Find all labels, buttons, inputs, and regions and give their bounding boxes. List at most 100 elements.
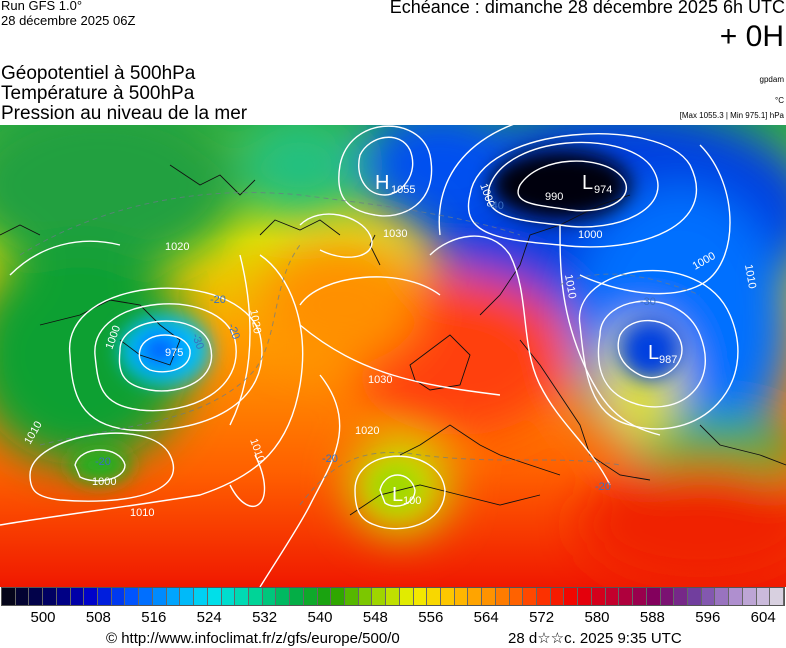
colorbar-tick-label: 588 [639,609,665,626]
title-pressure: Pression au niveau de la mer [1,103,248,124]
colorbar-tick-label: 572 [529,609,555,626]
colorbar-cell [619,588,634,605]
colorbar-cell [715,588,730,605]
colorbar-cell [29,588,44,605]
colorbar-cell [578,588,592,605]
low-center-value: 975 [165,347,183,359]
colorbar-cell [495,588,510,605]
weather-map: H 1055 L 974 975 L 987 L 100 1000 990 10… [0,125,786,587]
low-center-label: L [392,484,403,506]
colorbar-cell [605,588,620,605]
colorbar-cell [674,588,688,605]
colorbar-tick-label: 580 [584,609,610,626]
colorbar-cell [166,588,181,605]
temperature-label: -20 [95,456,111,468]
colorbar-cell [441,588,455,605]
colorbar-cell [152,588,167,605]
colorbar-cell [331,588,345,605]
colorbar-cell [43,588,57,605]
title-geopotential: Géopotentiel à 500hPa [1,63,196,84]
colorbar-cell [56,588,71,605]
colorbar-tick-label: 532 [252,609,278,626]
colorbar-cell [756,588,771,605]
run-date: 28 décembre 2025 06Z [1,13,136,28]
colorbar-cell [290,588,304,605]
unit-geopotential: gpdam [759,75,784,84]
colorbar-cell [84,588,99,605]
colorbar-cell [646,588,661,605]
colorbar-cell [427,588,441,605]
isobar-label: 1010 [130,507,154,519]
colorbar-cell [591,588,606,605]
low-center-label: L [648,342,659,364]
colorbar-cell [276,588,291,605]
isobar-label: 1000 [578,229,602,241]
colorbar-cell [413,588,428,605]
isobar-label: 1010 [742,263,758,289]
colorbar-cell [509,588,524,605]
title-temperature: Température à 500hPa [1,83,195,104]
colorbar-cell [235,588,249,605]
colorbar-cell [523,588,538,605]
colorbar-tick-label: 524 [196,609,222,626]
colorbar-cell [633,588,647,605]
isobar-label: 1020 [247,308,263,334]
isobar-label: 1010 [562,273,578,299]
colorbar-cell [2,588,16,605]
colorbar-cell [372,588,387,605]
high-center-value: 1055 [391,184,415,196]
low-center-label: L [582,172,593,194]
temperature-label: -20 [210,294,226,306]
colorbar-cell [770,588,784,605]
colorbar-cell [15,588,30,605]
colorbar-cell [564,588,579,605]
lead-time: + 0H [719,20,784,53]
colorbar-cell [317,588,332,605]
temperature-label: -30 [640,296,656,308]
isobar-label: 1020 [165,241,189,253]
colorbar-tick-label: 564 [473,609,499,626]
geopotential-colorbar [1,587,785,606]
isobar-label: 1030 [383,228,407,240]
colorbar-cell [729,588,743,605]
source-credit: © http://www.infoclimat.fr/z/gfs/europe/… [106,630,400,647]
colorbar-cell [386,588,400,605]
colorbar-cell [550,588,565,605]
colorbar-tick-label: 500 [30,609,56,626]
colorbar-tick-label: 540 [307,609,333,626]
colorbar-cell [399,588,414,605]
low-center-value: 100 [403,495,421,507]
colorbar-cell [194,588,208,605]
colorbar-cell [701,588,716,605]
unit-temperature: °C [775,96,784,105]
isobar-label: 1030 [368,374,392,386]
colorbar-cell [125,588,140,605]
generation-timestamp: 28 d☆☆c. 2025 9:35 UTC [508,630,682,647]
temperature-label: -20 [225,322,242,341]
colorbar-cell [344,588,359,605]
temperature-label: -20 [322,453,338,465]
colorbar-cell [70,588,85,605]
high-center-label: H [375,172,389,194]
colorbar-tick-label: 556 [418,609,444,626]
run-label: Run GFS 1.0° [1,0,83,13]
colorbar-cell [248,588,263,605]
colorbar-cell [303,588,318,605]
colorbar-cell [139,588,153,605]
colorbar-cell [111,588,126,605]
colorbar-tick-label: 516 [141,609,167,626]
colorbar-cell [468,588,483,605]
isobar-label: 990 [545,191,563,203]
unit-pressure-range: [Max 1055.3 | Min 975.1] hPa [679,111,784,120]
isobar-label: 1020 [355,425,379,437]
isobar-label: 1000 [92,476,116,488]
colorbar-cell [98,588,112,605]
colorbar-cell [262,588,277,605]
colorbar-cell [180,588,195,605]
colorbar-tick-label: 508 [85,609,111,626]
colorbar-cell [454,588,469,605]
low-center-value: 987 [659,354,677,366]
temperature-label: -40 [488,200,504,212]
colorbar-cell [660,588,675,605]
forecast-valid-time: Echéance : dimanche 28 décembre 2025 6h … [389,0,785,17]
